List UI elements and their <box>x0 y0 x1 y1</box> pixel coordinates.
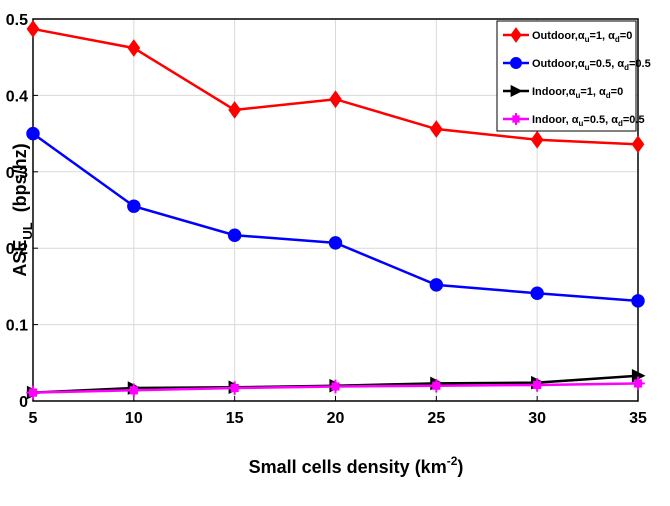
legend-label: Indoor, αu=0.5, αd=0.5 <box>532 114 645 128</box>
data-point <box>429 120 443 138</box>
legend-label: Indoor,αu=1, αd=0 <box>532 86 623 100</box>
y-tick-label: 0.3 <box>6 165 28 182</box>
legend-label-part: d <box>615 35 620 44</box>
legend-label-part: α <box>578 58 585 70</box>
series-1 <box>26 20 645 154</box>
data-point <box>228 101 242 119</box>
data-point <box>429 278 444 292</box>
legend-label-part: =0.5, <box>583 114 611 126</box>
data-point <box>227 381 242 395</box>
data-point <box>328 236 343 250</box>
data-point <box>26 20 40 38</box>
legend-label-part: =1, <box>580 86 599 98</box>
legend-label-part: α <box>572 114 579 126</box>
legend-label-part: α <box>611 114 618 126</box>
data-point <box>631 294 645 308</box>
legend-label-part: Outdoor, <box>532 30 578 42</box>
legend-item-4: Indoor, αu=0.5, αd=0.5 <box>503 113 645 128</box>
series-4 <box>26 376 645 400</box>
legend-label-part: α <box>569 86 576 98</box>
legend-label-part: d <box>618 119 623 128</box>
x-tick-labels: 5 10 15 20 25 30 35 <box>29 410 647 427</box>
legend-marker <box>510 57 522 69</box>
data-point <box>127 383 141 398</box>
data-point <box>127 199 141 213</box>
x-axis-label: Small cells density (km-2) <box>249 454 464 477</box>
data-point <box>429 378 444 393</box>
legend-label: Outdoor,αu=1, αd=0 <box>532 30 632 44</box>
data-point <box>26 126 40 141</box>
legend-label-part: u <box>585 63 590 72</box>
x-tick-label: 30 <box>528 410 546 427</box>
legend-label-part: α <box>599 86 606 98</box>
legend-label-part: Indoor, <box>532 86 569 98</box>
x-tick-label: 10 <box>125 410 143 427</box>
legend-label-part: α <box>578 30 585 42</box>
series-layer <box>26 20 646 400</box>
legend-marker <box>510 113 522 125</box>
legend-label-part: =0.5 <box>629 58 651 70</box>
legend-marker <box>510 84 523 98</box>
x-tick-label: 35 <box>629 410 647 427</box>
legend-label: Outdoor,αu=0.5, αd=0.5 <box>532 58 651 72</box>
data-point <box>329 90 342 109</box>
legend-label-part: Outdoor, <box>532 58 578 70</box>
legend-label-part: α <box>608 30 615 42</box>
legend-label-part: =0 <box>620 30 633 42</box>
data-point <box>530 130 544 149</box>
y-tick-label: 0.2 <box>6 241 28 258</box>
y-axis-label: ASEUL (bps/hz) <box>10 143 35 276</box>
data-point <box>530 286 544 301</box>
data-point <box>328 379 343 394</box>
y-tick-label: 0.5 <box>6 12 28 29</box>
x-tick-label: 20 <box>327 410 345 427</box>
legend-label-part: u <box>585 35 590 44</box>
legend-label-part: Indoor, <box>532 114 572 126</box>
data-point <box>227 228 242 242</box>
legend-item-1: Outdoor,αu=1, αd=0 <box>503 27 632 44</box>
data-point <box>26 385 40 400</box>
x-tick-label: 15 <box>226 410 244 427</box>
data-point <box>127 39 141 57</box>
y-tick-label: 0 <box>19 394 28 411</box>
legend-label-part: =0 <box>611 86 624 98</box>
legend-label-part: =0.5 <box>623 114 645 126</box>
legend-item-2: Outdoor,αu=0.5, αd=0.5 <box>503 57 651 72</box>
data-point <box>631 135 645 154</box>
legend-label-part: u <box>579 119 584 128</box>
legend-label-part: =1, <box>589 30 608 42</box>
legend-label-part: d <box>624 63 629 72</box>
y-tick-labels: 0 0.1 0.2 0.3 0.4 0.5 <box>6 12 28 411</box>
data-point <box>530 378 544 392</box>
legend-box <box>496 20 637 132</box>
legend-item-3: Indoor,αu=1, αd=0 <box>503 84 623 100</box>
x-tick-label: 25 <box>427 410 445 427</box>
x-tick-label: 5 <box>29 410 38 427</box>
plot-frame <box>32 18 639 402</box>
legend-label-part: =0.5, <box>589 58 617 70</box>
y-tick-label: 0.1 <box>6 318 28 335</box>
legend-label-part: u <box>575 91 580 100</box>
legend-marker <box>510 27 522 43</box>
series-2 <box>26 126 645 308</box>
y-tick-label: 0.4 <box>6 88 28 105</box>
data-point <box>631 376 645 391</box>
legend-label-part: α <box>617 58 624 70</box>
legend-label-part: d <box>606 91 611 100</box>
